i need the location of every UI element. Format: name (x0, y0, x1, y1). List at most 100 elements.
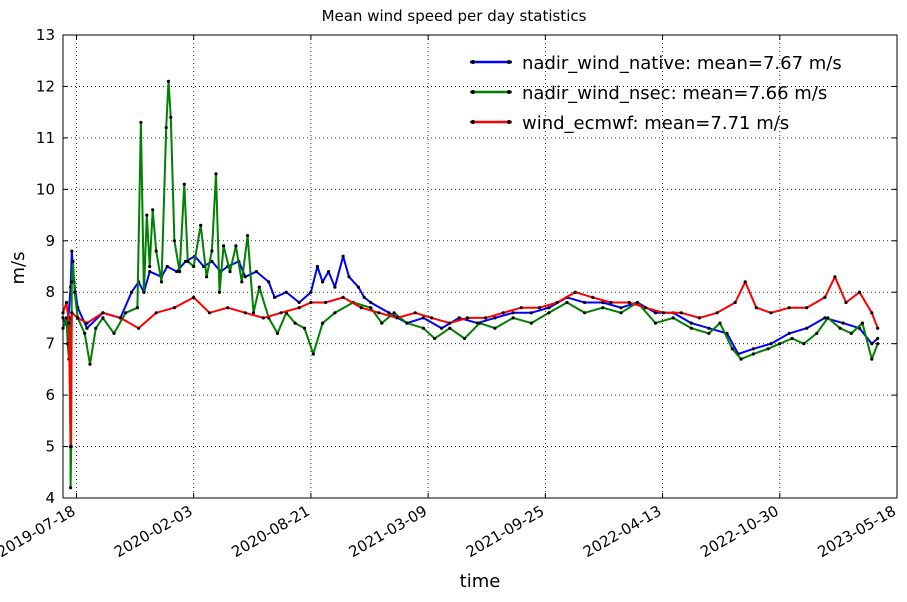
x-tick-label: 2021-09-25 (463, 502, 548, 561)
data-point (395, 316, 399, 320)
data-point (309, 290, 313, 294)
data-point (387, 311, 391, 315)
y-tick-label: 11 (36, 129, 55, 147)
data-point (766, 347, 770, 351)
data-point (139, 120, 143, 125)
data-point (707, 326, 711, 330)
data-point (635, 300, 640, 305)
data-point (870, 342, 874, 346)
data-point (440, 326, 444, 330)
data-point (124, 311, 128, 315)
data-point (159, 280, 164, 284)
y-tick-label: 9 (45, 232, 55, 250)
legend-marker (507, 120, 511, 124)
y-axis-label: m/s (8, 252, 29, 285)
data-point (164, 126, 168, 130)
x-tick-label: 2021-03-09 (346, 502, 431, 561)
data-point (392, 311, 396, 315)
data-point (433, 336, 437, 341)
data-point (71, 259, 75, 263)
data-point (251, 311, 256, 315)
data-point (805, 306, 809, 310)
data-point (210, 249, 214, 253)
data-point (519, 306, 523, 310)
data-point (76, 316, 80, 320)
data-point (860, 321, 865, 325)
data-point (183, 259, 188, 263)
data-point (493, 326, 497, 330)
data-point (876, 326, 880, 330)
data-point (165, 264, 169, 269)
data-point (341, 295, 345, 299)
data-point (214, 172, 218, 176)
legend-label: nadir_wind_native: mean=7.67 m/s (522, 53, 842, 74)
data-point (85, 321, 89, 325)
data-point (671, 316, 675, 320)
data-point (73, 290, 77, 294)
y-tick-label: 5 (45, 438, 55, 456)
data-point (321, 280, 325, 284)
data-point (448, 326, 452, 330)
data-point (192, 295, 196, 299)
data-point (205, 275, 209, 279)
series-line (62, 80, 879, 489)
data-point (243, 311, 247, 315)
data-point (627, 300, 631, 305)
data-point (64, 300, 69, 305)
data-point (261, 316, 265, 320)
data-point (267, 280, 271, 284)
data-point (715, 311, 719, 315)
data-point (199, 223, 203, 227)
legend-label: nadir_wind_nsec: mean=7.66 m/s (522, 83, 827, 104)
legend-marker (471, 60, 475, 64)
data-point (787, 306, 791, 310)
data-point (689, 321, 693, 325)
data-point (601, 306, 605, 310)
data-point (583, 300, 587, 305)
data-point (679, 311, 683, 315)
data-point (511, 311, 515, 315)
data-point (697, 316, 702, 320)
data-point (101, 316, 105, 320)
legend-marker (507, 90, 511, 94)
data-point (341, 254, 345, 258)
data-point (733, 300, 737, 305)
data-point (457, 316, 461, 320)
data-point (743, 280, 747, 284)
series-layer (61, 79, 880, 490)
data-point (805, 326, 809, 330)
data-point (85, 326, 89, 330)
data-point (186, 259, 190, 263)
data-point (601, 300, 605, 305)
data-point (430, 316, 434, 320)
data-point (311, 352, 315, 356)
data-point (192, 264, 196, 269)
y-tick-label: 4 (45, 489, 55, 507)
data-point (302, 326, 307, 330)
data-point (293, 321, 297, 325)
data-point (257, 285, 261, 289)
data-point (465, 316, 469, 320)
data-point (718, 321, 722, 325)
x-tick-label: 2022-10-30 (697, 502, 782, 561)
data-point (70, 249, 74, 253)
data-point (529, 321, 533, 325)
data-point (148, 270, 152, 274)
x-tick-label: 2019-07-18 (0, 502, 78, 561)
data-point (754, 306, 758, 310)
x-tick-label: 2020-08-21 (228, 502, 313, 561)
data-point (254, 270, 258, 274)
data-point (707, 331, 711, 335)
data-point (359, 306, 363, 310)
data-point (172, 239, 176, 243)
data-point (841, 321, 845, 325)
data-point (493, 316, 497, 320)
data-point (83, 331, 87, 335)
data-point (347, 275, 351, 279)
data-point (70, 311, 74, 315)
data-point (838, 326, 842, 330)
data-point (369, 300, 373, 305)
data-point (279, 311, 283, 315)
data-point (178, 270, 182, 274)
data-point (137, 326, 141, 330)
